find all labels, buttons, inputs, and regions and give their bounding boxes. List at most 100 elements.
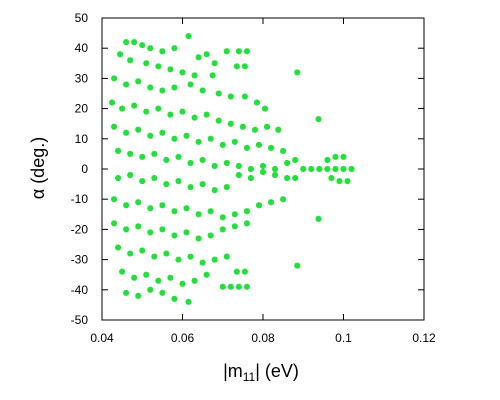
data-point [315, 215, 322, 222]
data-point [211, 256, 218, 263]
y-tick-label: 30 [75, 71, 89, 85]
data-point [139, 178, 146, 185]
data-points [109, 33, 355, 305]
data-point [187, 253, 194, 260]
data-point [275, 126, 282, 133]
data-point [227, 120, 234, 127]
data-point [199, 259, 206, 266]
data-point [255, 202, 262, 209]
data-point [163, 181, 170, 188]
data-point [207, 232, 214, 239]
data-point [209, 72, 216, 79]
x-axis-title-suffix: | (eV) [255, 361, 299, 381]
data-point [147, 45, 154, 52]
data-point [231, 138, 238, 145]
y-axis-title-text: (deg.) [28, 137, 48, 189]
data-point [231, 223, 238, 230]
data-point [223, 48, 230, 55]
data-point [191, 72, 198, 79]
x-axis-ticks: 0.04 0.06 0.08 0.1 0.12 [90, 18, 436, 345]
plot-area [101, 17, 425, 321]
data-point [239, 123, 246, 130]
data-point [348, 166, 355, 172]
y-axis-title: α (deg.) [28, 137, 48, 199]
data-point [123, 226, 130, 233]
data-point [262, 105, 269, 112]
data-point [171, 208, 178, 215]
data-point [147, 205, 154, 212]
data-point [227, 93, 234, 100]
data-point [163, 250, 170, 257]
data-point [340, 166, 347, 172]
data-point [135, 78, 142, 85]
data-point [264, 123, 271, 130]
data-point [135, 199, 142, 206]
data-point [115, 147, 122, 154]
data-point [167, 274, 174, 281]
data-point [175, 256, 182, 263]
data-point [183, 132, 190, 139]
data-point [255, 141, 262, 148]
data-point [243, 48, 250, 55]
data-point [219, 141, 226, 148]
data-point [111, 75, 118, 82]
data-point [111, 220, 118, 227]
data-point [243, 283, 250, 290]
data-point [284, 175, 291, 182]
data-point [167, 66, 174, 73]
data-point [243, 144, 250, 151]
data-point [117, 51, 124, 58]
data-point [235, 48, 242, 55]
data-point [109, 99, 116, 106]
data-point [175, 178, 182, 185]
data-point [332, 166, 339, 172]
y-tick-label: -30 [71, 253, 89, 267]
data-point [171, 295, 178, 302]
data-point [111, 196, 118, 203]
data-point [211, 187, 218, 194]
data-point [135, 223, 142, 230]
x-axis-title: |m11| (eV) [223, 361, 299, 384]
data-point [143, 271, 150, 278]
data-point [199, 181, 206, 188]
data-point [151, 150, 158, 157]
data-point [241, 63, 248, 70]
data-point [247, 175, 254, 182]
x-tick-label: 0.04 [90, 331, 114, 345]
data-point [159, 129, 166, 136]
data-point [127, 150, 134, 157]
data-point [260, 169, 266, 176]
data-point [155, 63, 162, 70]
data-point [185, 298, 192, 305]
data-point [233, 63, 240, 70]
data-point [123, 81, 130, 88]
data-point [143, 60, 150, 67]
data-point [324, 166, 331, 172]
data-point [123, 39, 130, 46]
y-tick-label: 20 [75, 102, 89, 116]
data-point [127, 57, 134, 64]
data-point [131, 102, 138, 109]
data-point [159, 289, 166, 296]
data-point [280, 196, 287, 203]
data-point [243, 208, 250, 215]
y-tick-label: 40 [75, 41, 89, 55]
data-point [139, 153, 146, 160]
data-point [179, 108, 186, 115]
y-tick-label: -10 [71, 192, 89, 206]
data-point [203, 111, 210, 118]
data-point [315, 116, 322, 123]
data-point [243, 220, 250, 227]
x-tick-label: 0.12 [412, 331, 436, 345]
data-point [171, 135, 178, 142]
data-point [241, 93, 248, 100]
data-point [187, 159, 194, 166]
data-point [211, 162, 218, 169]
y-tick-label: 50 [75, 11, 89, 25]
data-point [207, 208, 214, 215]
data-point [199, 156, 206, 163]
data-point [167, 111, 174, 118]
data-point [219, 283, 226, 290]
data-point [300, 166, 307, 172]
